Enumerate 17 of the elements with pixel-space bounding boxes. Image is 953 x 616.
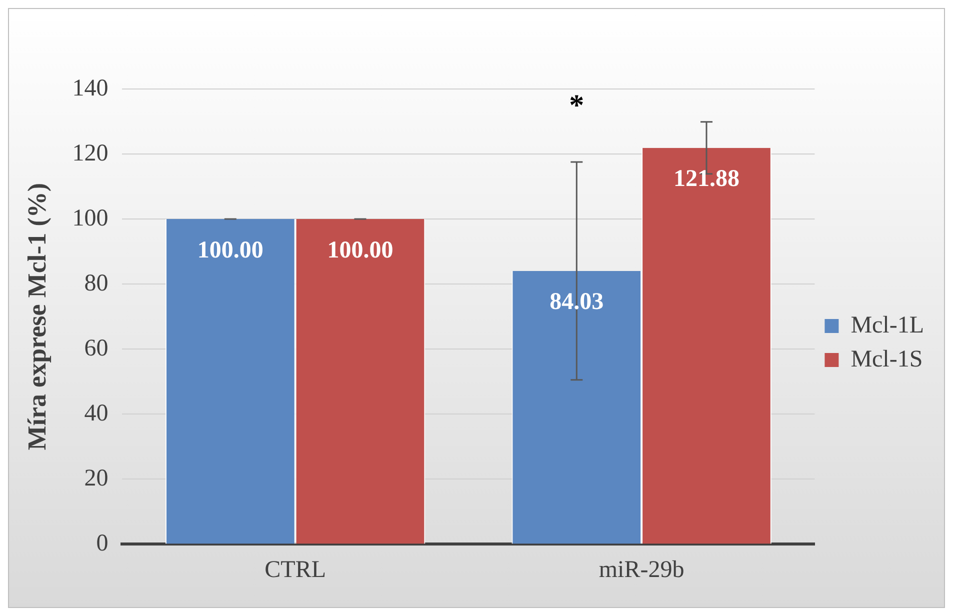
data-label: 100.00 <box>197 237 264 264</box>
x-tick-label: CTRL <box>264 556 326 583</box>
legend-label: Mcl-1L <box>850 312 924 338</box>
annotation: * <box>569 88 584 122</box>
x-tick-label: miR-29b <box>598 556 684 583</box>
y-tick-label: 80 <box>84 270 108 296</box>
y-tick-label: 20 <box>84 465 108 492</box>
y-tick-label: 0 <box>96 530 108 556</box>
y-tick-label: 140 <box>72 75 108 102</box>
data-label: 121.88 <box>673 166 740 192</box>
data-label: 100.00 <box>327 237 394 264</box>
y-tick-label: 100 <box>72 205 108 232</box>
legend-label: Mcl-1S <box>850 346 923 372</box>
y-tick-label: 40 <box>84 400 108 426</box>
y-axis-title: Míra exprese Mcl-1 (%) <box>22 182 52 450</box>
y-tick-label: 60 <box>84 335 108 362</box>
y-tick-label: 120 <box>72 140 108 166</box>
